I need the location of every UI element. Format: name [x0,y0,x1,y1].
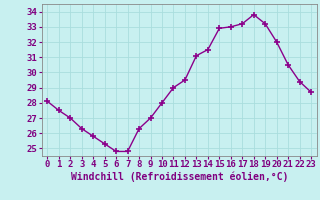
X-axis label: Windchill (Refroidissement éolien,°C): Windchill (Refroidissement éolien,°C) [70,172,288,182]
